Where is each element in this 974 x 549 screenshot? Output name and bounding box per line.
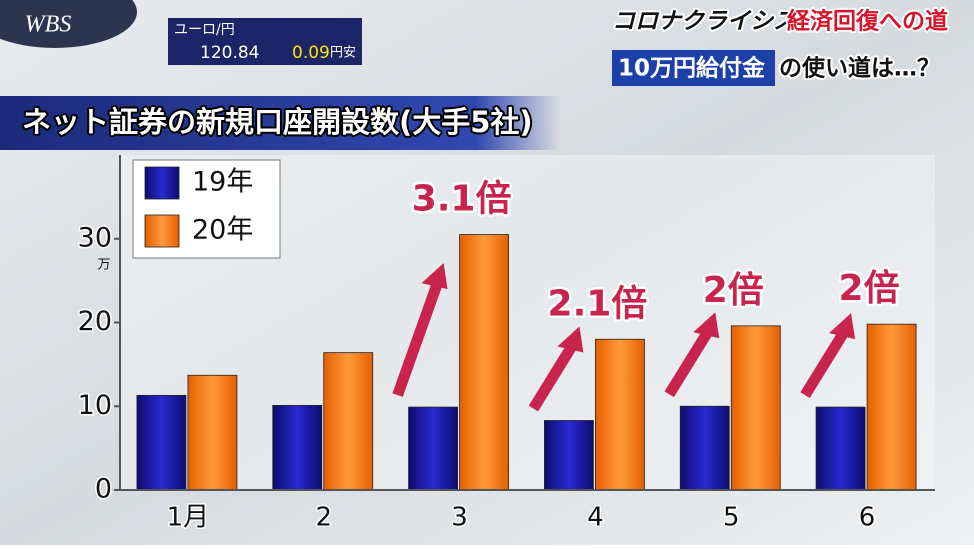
topic-highlight: 10万円給付金 <box>618 55 766 82</box>
logo: WBS <box>25 12 72 38</box>
ticker-change: 0.09 <box>292 43 330 63</box>
bar <box>815 406 866 491</box>
annotation: 2倍 <box>703 270 764 311</box>
series-subtitle: 経済回復への道 <box>787 8 948 35</box>
bar <box>323 352 374 491</box>
ticker-box <box>168 18 362 65</box>
y-tick-label: 0 <box>95 474 112 505</box>
y-tick-label: 20 <box>78 306 112 337</box>
bar <box>544 420 594 491</box>
legend-label: 19年 <box>192 167 253 198</box>
y-tick-label: 30 <box>78 222 112 253</box>
arrow-shaft <box>392 275 445 397</box>
annotation: 2倍 <box>839 268 900 309</box>
arrow-shaft <box>800 324 852 398</box>
legend-swatch <box>144 166 180 200</box>
x-tick-label: 5 <box>723 503 740 533</box>
y-unit: 万 <box>97 257 110 272</box>
topic-box <box>612 50 775 86</box>
bar <box>187 374 238 491</box>
bar <box>272 405 323 491</box>
x-tick-label: 6 <box>859 503 876 533</box>
bar <box>730 325 781 491</box>
topic-rest: の使い道は…？ <box>779 55 940 82</box>
arrow-head <box>693 312 720 339</box>
arrow-head <box>829 313 856 340</box>
title-bar <box>0 96 560 150</box>
x-tick-label: 3 <box>451 503 468 533</box>
ticker-rate: 120.84 <box>200 43 259 63</box>
ticker-change-unit: 円安 <box>330 46 356 61</box>
bar <box>459 234 509 491</box>
series-title: コロナクライシス <box>612 9 796 35</box>
arrow-shaft <box>664 323 716 398</box>
chart-title: ネット証券の新規口座開設数(大手5社) <box>22 105 533 139</box>
arrow-shaft <box>528 337 581 412</box>
bar <box>408 406 458 491</box>
arrow-head <box>557 326 584 353</box>
bar <box>679 405 730 491</box>
legend-label: 20年 <box>192 215 253 246</box>
annotation: 2.1倍 <box>548 283 648 324</box>
ticker-label: ユーロ/円 <box>174 22 235 38</box>
annotation: 3.1倍 <box>412 179 512 220</box>
bar <box>595 338 645 491</box>
bar <box>866 323 917 491</box>
y-tick-label: 10 <box>78 390 112 421</box>
x-tick-label: 2 <box>315 503 332 533</box>
arrow-head <box>421 263 448 290</box>
x-tick-label: 1月 <box>167 503 210 533</box>
x-tick-label: 4 <box>587 503 604 533</box>
bar <box>136 394 187 491</box>
legend-swatch <box>144 214 180 248</box>
logo-badge <box>0 0 137 48</box>
